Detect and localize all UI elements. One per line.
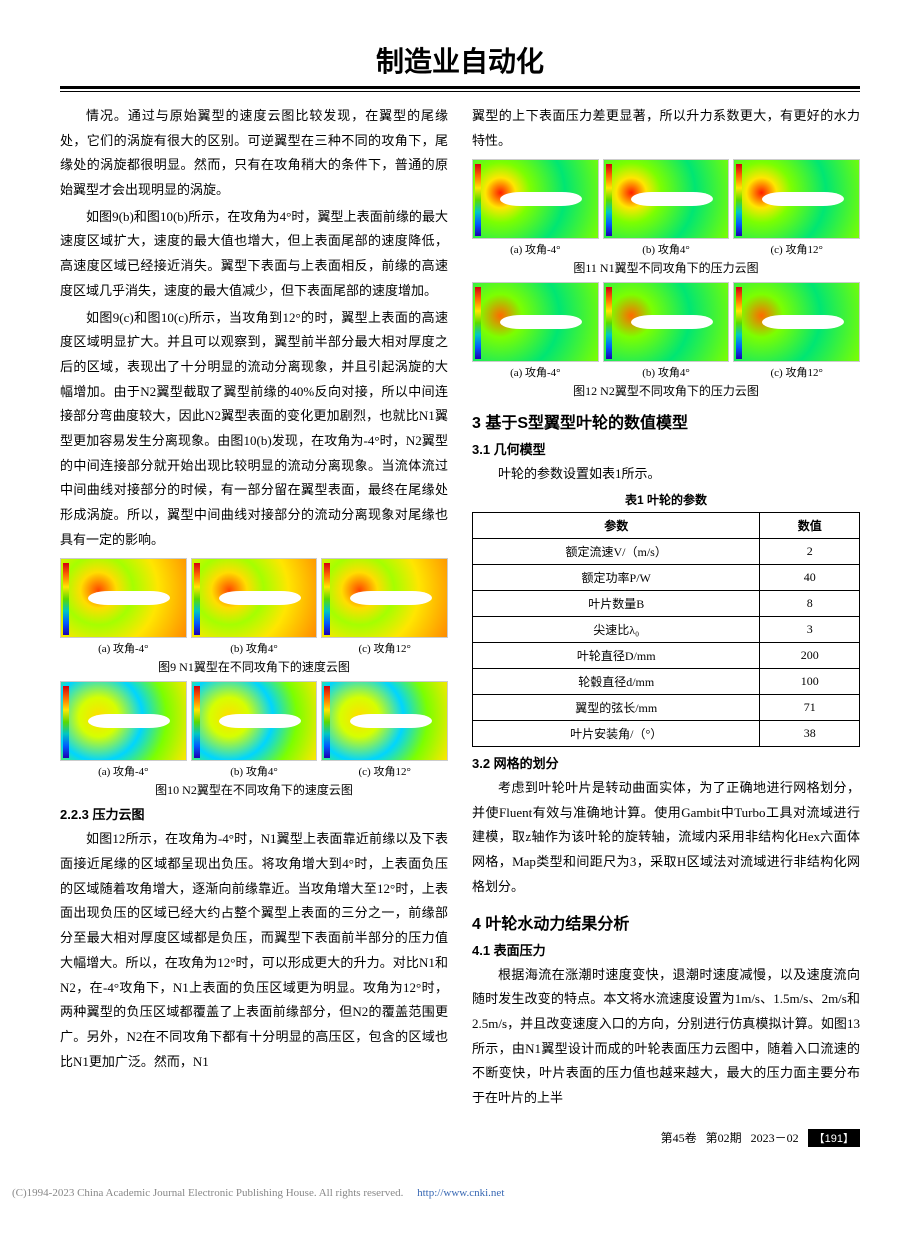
subfig-label: (b) 攻角4° <box>191 763 318 779</box>
subfig-label: (c) 攻角12° <box>321 763 448 779</box>
figure-caption: 图10 N2翼型在不同攻角下的速度云图 <box>60 781 448 798</box>
journal-title: 制造业自动化 <box>60 40 860 86</box>
table-row: 轮毂直径d/mm100 <box>473 669 860 695</box>
subfig-label: (c) 攻角12° <box>733 364 860 380</box>
page-footer: 第45卷 第02期 2023－02 【191】 <box>60 1129 860 1147</box>
table-row: 叶片安装角/（°）38 <box>473 721 860 747</box>
subsection-heading: 3.1 几何模型 <box>472 439 860 458</box>
table-row: 额定功率P/W40 <box>473 565 860 591</box>
subfig-label: (a) 攻角-4° <box>472 241 599 257</box>
subfig-label: (a) 攻角-4° <box>60 640 187 656</box>
subsection-heading: 2.2.3 压力云图 <box>60 804 448 823</box>
subfig-label: (a) 攻角-4° <box>60 763 187 779</box>
cnki-link[interactable]: http://www.cnki.net <box>417 1187 504 1199</box>
right-column: 翼型的上下表面压力差更显著，所以升力系数更大，有更好的水力特性。 (a) 攻角-… <box>472 104 860 1113</box>
colorbar <box>63 563 69 635</box>
section-heading: 3 基于S型翼型叶轮的数值模型 <box>472 409 860 433</box>
footer-issue: 第02期 <box>706 1131 742 1145</box>
table-caption: 表1 叶轮的参数 <box>472 491 860 508</box>
subfig-label: (c) 攻角12° <box>733 241 860 257</box>
subfig-label: (c) 攻角12° <box>321 640 448 656</box>
page-number: 【191】 <box>808 1129 860 1147</box>
subsection-heading: 3.2 网格的划分 <box>472 753 860 772</box>
table-head-value: 数值 <box>760 513 860 539</box>
copyright-footer: (C)1994-2023 China Academic Journal Elec… <box>0 1167 920 1209</box>
figure-caption: 图9 N1翼型在不同攻角下的速度云图 <box>60 658 448 675</box>
body-para: 如图12所示，在攻角为-4°时，N1翼型上表面靠近前缘以及下表面接近尾缘的区域都… <box>60 827 448 1074</box>
section-heading: 4 叶轮水动力结果分析 <box>472 910 860 934</box>
table-row: 翼型的弦长/mm71 <box>473 695 860 721</box>
body-para: 情况。通过与原始翼型的速度云图比较发现，在翼型的尾缘处，它们的涡旋有很大的区别。… <box>60 104 448 203</box>
table-head-param: 参数 <box>473 513 760 539</box>
subfig-label: (b) 攻角4° <box>603 364 730 380</box>
parameters-table: 参数 数值 额定流速V/（m/s）2 额定功率P/W40 叶片数量B8 尖速比λ… <box>472 512 860 747</box>
figure-9: (a) 攻角-4° (b) 攻角4° (c) 攻角12° 图9 N1翼型在不同攻… <box>60 558 448 675</box>
table-row: 尖速比λ₀3 <box>473 617 860 643</box>
figure-10: (a) 攻角-4° (b) 攻角4° (c) 攻角12° 图10 N2翼型在不同… <box>60 681 448 798</box>
header-rule <box>60 86 860 92</box>
footer-date: 2023－02 <box>751 1131 799 1145</box>
copyright-text: (C)1994-2023 China Academic Journal Elec… <box>12 1187 403 1199</box>
figure-11: (a) 攻角-4° (b) 攻角4° (c) 攻角12° 图11 N1翼型不同攻… <box>472 159 860 276</box>
body-para: 考虑到叶轮叶片是转动曲面实体，为了正确地进行网格划分，并使Fluent有效与准确… <box>472 776 860 899</box>
subfig-label: (a) 攻角-4° <box>472 364 599 380</box>
figure-caption: 图11 N1翼型不同攻角下的压力云图 <box>472 259 860 276</box>
footer-volume: 第45卷 <box>661 1131 697 1145</box>
body-para: 如图9(b)和图10(b)所示，在攻角为4°时，翼型上表面前缘的最大速度区域扩大… <box>60 205 448 304</box>
table-row: 额定流速V/（m/s）2 <box>473 539 860 565</box>
left-column: 情况。通过与原始翼型的速度云图比较发现，在翼型的尾缘处，它们的涡旋有很大的区别。… <box>60 104 448 1113</box>
figure-caption: 图12 N2翼型不同攻角下的压力云图 <box>472 382 860 399</box>
table-row: 叶轮直径D/mm200 <box>473 643 860 669</box>
subfig-label: (b) 攻角4° <box>191 640 318 656</box>
body-para: 翼型的上下表面压力差更显著，所以升力系数更大，有更好的水力特性。 <box>472 104 860 153</box>
body-para: 叶轮的参数设置如表1所示。 <box>472 462 860 487</box>
body-para: 如图9(c)和图10(c)所示，当攻角到12°的时，翼型上表面的高速度区域明显扩… <box>60 306 448 553</box>
table-row: 叶片数量B8 <box>473 591 860 617</box>
figure-12: (a) 攻角-4° (b) 攻角4° (c) 攻角12° 图12 N2翼型不同攻… <box>472 282 860 399</box>
body-para: 根据海流在涨潮时速度变快，退潮时速度减慢，以及速度流向随时发生改变的特点。本文将… <box>472 963 860 1111</box>
subsection-heading: 4.1 表面压力 <box>472 940 860 959</box>
subfig-label: (b) 攻角4° <box>603 241 730 257</box>
